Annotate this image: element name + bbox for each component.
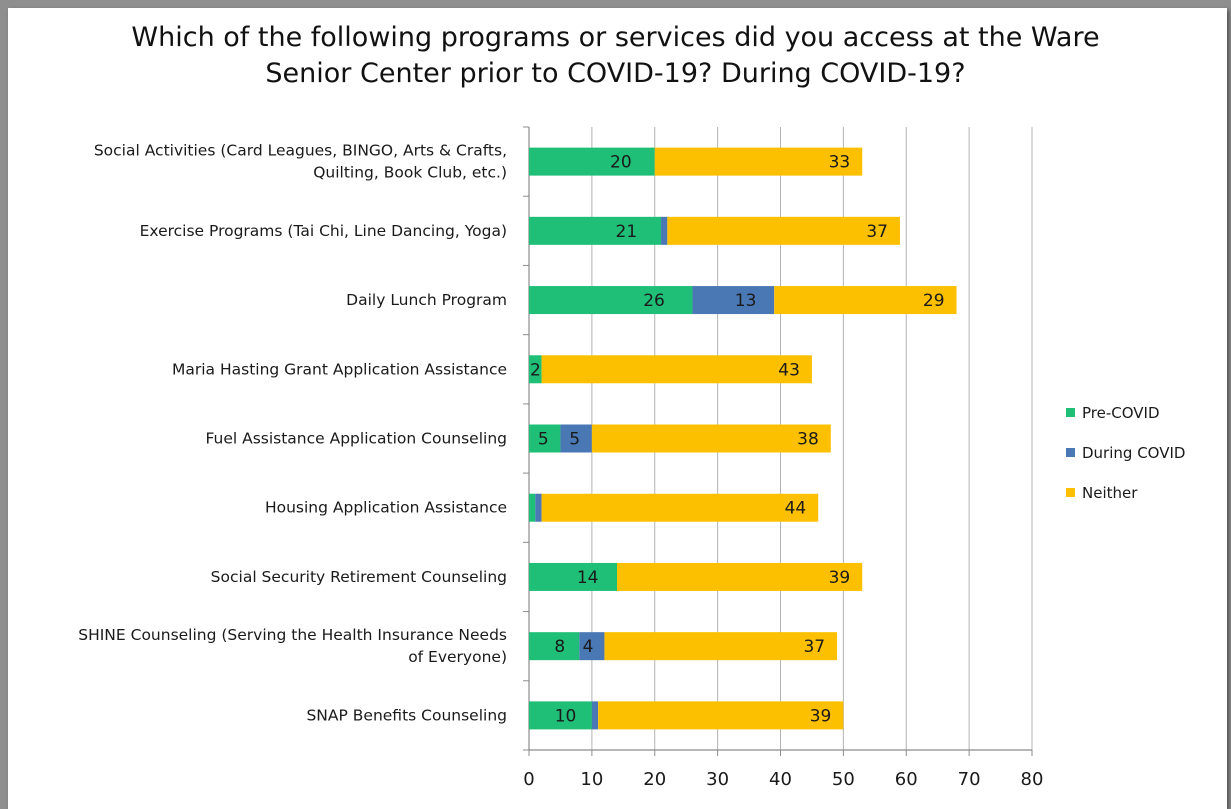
data-label: 39 xyxy=(829,568,851,588)
legend-label: Pre-COVID xyxy=(1082,404,1160,422)
legend-label: Neither xyxy=(1082,484,1138,502)
bar-segment xyxy=(654,147,863,176)
data-label: 38 xyxy=(797,430,819,450)
data-label: 5 xyxy=(569,430,580,450)
x-tick-label: 80 xyxy=(1021,769,1044,790)
data-label: 8 xyxy=(554,637,565,657)
category-label: Fuel Assistance Application Counseling xyxy=(205,430,507,448)
category-label: Maria Hasting Grant Application Assistan… xyxy=(172,360,507,378)
category-label: Daily Lunch Program xyxy=(346,291,507,309)
bar-segment xyxy=(529,424,561,453)
bar-segment xyxy=(541,493,819,522)
bar-segment xyxy=(529,216,662,245)
bar-segment xyxy=(591,424,831,453)
bar-segment xyxy=(529,147,655,176)
data-label: 37 xyxy=(866,222,888,242)
data-label: 13 xyxy=(735,291,757,311)
bar-segment xyxy=(579,632,605,661)
data-label: 21 xyxy=(616,222,638,242)
category-label: Social Activities (Card Leagues, BINGO, … xyxy=(94,142,507,160)
category-label: Social Security Retirement Counseling xyxy=(211,568,507,586)
bar-segment xyxy=(604,632,838,661)
bar-segment xyxy=(667,216,900,245)
x-tick-label: 0 xyxy=(523,769,534,790)
data-label: 5 xyxy=(538,430,549,450)
bar-segment xyxy=(692,286,775,315)
x-tick-label: 40 xyxy=(769,769,792,790)
data-label: 2 xyxy=(530,360,541,380)
data-label: 44 xyxy=(785,499,807,519)
data-label: 43 xyxy=(778,360,800,380)
category-label: SHINE Counseling (Serving the Health Ins… xyxy=(78,626,507,644)
category-label: SNAP Benefits Counseling xyxy=(306,706,507,724)
legend-label: During COVID xyxy=(1082,444,1185,462)
bar-segment xyxy=(598,701,844,730)
bar-segment xyxy=(617,562,863,591)
category-label: of Everyone) xyxy=(408,648,507,666)
category-label: Quilting, Book Club, etc.) xyxy=(313,164,507,182)
legend-swatch xyxy=(1066,448,1075,457)
category-label: Exercise Programs (Tai Chi, Line Dancing… xyxy=(140,222,507,240)
data-label: 4 xyxy=(583,637,594,657)
x-tick-label: 70 xyxy=(958,769,981,790)
x-tick-label: 60 xyxy=(895,769,918,790)
bar-segment xyxy=(529,562,618,591)
bar-segment xyxy=(541,355,812,384)
data-label: 39 xyxy=(810,706,832,726)
x-tick-label: 20 xyxy=(643,769,666,790)
data-label: 10 xyxy=(555,706,577,726)
bar-segment xyxy=(535,493,542,522)
legend-swatch xyxy=(1066,488,1075,497)
bar-segment xyxy=(774,286,957,315)
bar-segment xyxy=(591,701,599,730)
bar-segment xyxy=(529,355,542,384)
data-label: 14 xyxy=(577,568,599,588)
x-tick-label: 30 xyxy=(706,769,729,790)
bar-segment xyxy=(529,493,536,522)
data-label: 29 xyxy=(923,291,945,311)
data-label: 33 xyxy=(829,153,851,173)
x-tick-label: 10 xyxy=(580,769,603,790)
bar-segment xyxy=(661,216,668,245)
data-label: 37 xyxy=(803,637,825,657)
legend-swatch xyxy=(1066,408,1075,417)
category-label: Housing Application Assistance xyxy=(265,499,507,517)
bar-segment xyxy=(529,701,592,730)
bar-segment xyxy=(529,632,580,661)
chart-title: Which of the following programs or servi… xyxy=(131,22,1100,89)
data-label: 26 xyxy=(643,291,665,311)
data-label: 20 xyxy=(610,153,632,173)
bar-segment xyxy=(529,286,693,315)
bar-segment xyxy=(560,424,592,453)
chart-frame xyxy=(8,8,1227,809)
x-tick-label: 50 xyxy=(832,769,855,790)
